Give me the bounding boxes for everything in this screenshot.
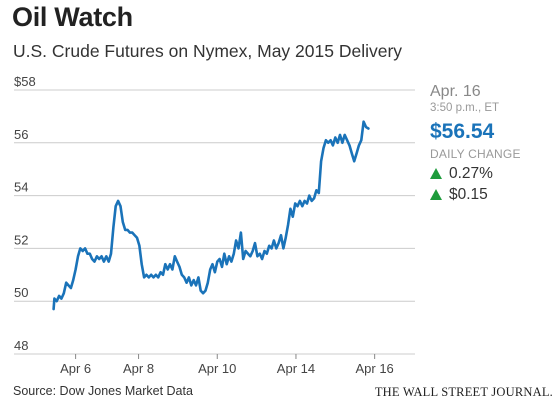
change-percent-row: 0.27% [430, 164, 521, 182]
x-tick-label-apr-16: Apr 16 [355, 361, 393, 376]
readout-price: $56.54 [430, 119, 495, 143]
publisher-logo: THE WALL STREET JOURNAL. [374, 385, 553, 399]
y-tick-label-54: 54 [14, 180, 28, 195]
change-percent: 0.27% [449, 164, 493, 182]
price-readout: Apr. 16 3:50 p.m., ET $56.54 DAILY CHANG… [430, 84, 521, 203]
y-tick-label-52: 52 [14, 232, 28, 247]
triangle-up-icon [430, 167, 442, 179]
y-tick-label-56: 56 [14, 127, 28, 142]
x-tick-label-apr-14: Apr 14 [277, 361, 315, 376]
change-absolute-row: $0.15 [430, 187, 521, 203]
y-tick-label-58: $58 [14, 74, 36, 89]
chart-title: Oil Watch [12, 2, 133, 32]
readout-time: 3:50 p.m., ET [430, 102, 500, 114]
x-tick-label-apr-10: Apr 10 [198, 361, 236, 376]
daily-change-label: DAILY CHANGE [430, 146, 521, 161]
triangle-up-icon [430, 189, 442, 201]
y-tick-label-48: 48 [14, 338, 28, 353]
x-tick-label-apr-6: Apr 6 [60, 361, 91, 376]
x-tick-label-apr-8: Apr 8 [123, 361, 154, 376]
chart-subtitle: U.S. Crude Futures on Nymex, May 2015 De… [13, 41, 403, 61]
readout-date: Apr. 16 [430, 83, 481, 100]
y-tick-label-50: 50 [14, 285, 28, 300]
change-absolute: $0.15 [449, 186, 488, 203]
source-note: Source: Dow Jones Market Data [13, 384, 193, 398]
price-series-line [52, 120, 370, 311]
